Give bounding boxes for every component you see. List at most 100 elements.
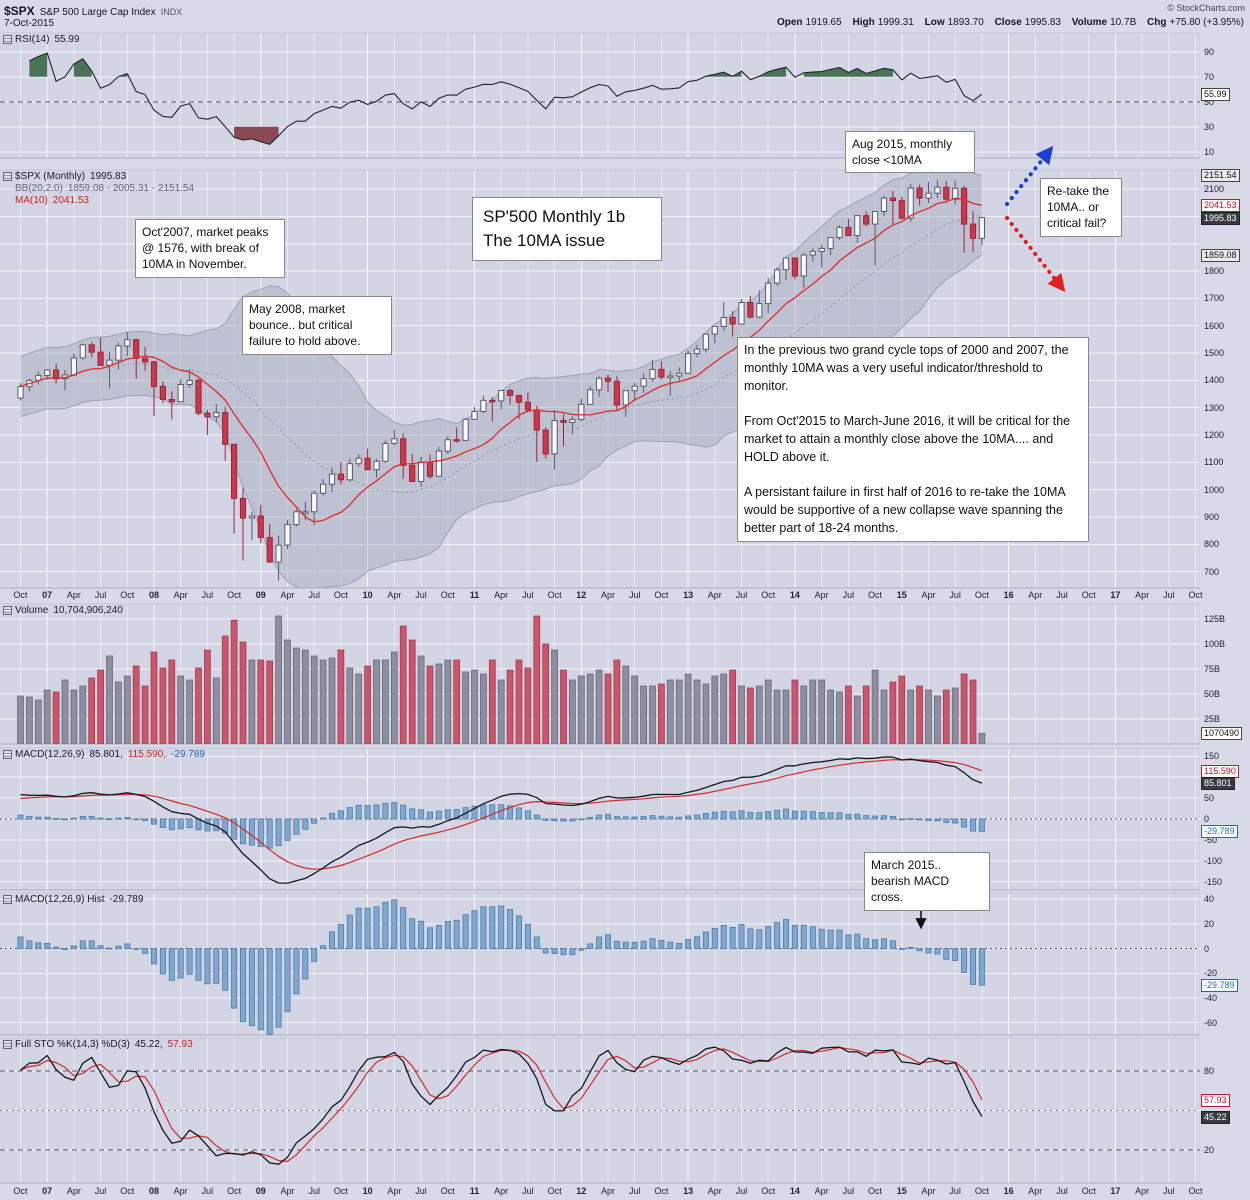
x-axis-label: 14 — [789, 1186, 800, 1196]
x-axis-label: 16 — [1003, 1186, 1014, 1196]
macd-line-value: 85.801, — [89, 749, 123, 760]
annotation-commentary: In the previous two grand cycle tops of … — [737, 337, 1089, 543]
axis-tick: 1000 — [1204, 484, 1225, 495]
x-axis-label: Oct — [1188, 1186, 1203, 1196]
x-axis-label: Jul — [949, 590, 961, 600]
x-axis-label: Apr — [280, 1186, 295, 1196]
axis-tick: 50 — [1204, 793, 1215, 804]
axis-tick: 25B — [1204, 714, 1221, 724]
stochastic-d-value: 57.93 — [167, 1039, 193, 1050]
axis-tick: 150 — [1204, 751, 1220, 762]
price-panel-icon — [3, 172, 12, 181]
x-axis-label: Oct — [868, 590, 883, 600]
axis-tick: 1800 — [1204, 266, 1225, 277]
x-axis-label: Jul — [1056, 1186, 1068, 1196]
symbol-ticker: $SPX — [4, 4, 35, 18]
axis-tick: 75B — [1204, 664, 1221, 674]
x-axis-label: Apr — [66, 1186, 81, 1196]
close-value: 1995.83 — [1024, 17, 1061, 28]
x-axis-label: Apr — [1135, 1186, 1150, 1196]
chart-date: 7-Oct-2015 — [4, 18, 55, 29]
x-axis-label: 10 — [362, 590, 373, 600]
x-axis-label: Jul — [201, 590, 214, 600]
x-axis-label: Apr — [1028, 1186, 1043, 1196]
x-axis-label: Oct — [13, 590, 28, 600]
x-axis-label: Oct — [761, 1186, 776, 1196]
stochastic-legend: Full STO %K(14,3) %D(3) 45.22, 57.93 — [15, 1039, 193, 1050]
x-axis-label: Apr — [707, 1186, 722, 1196]
ma10-legend-value: 2041.53 — [52, 195, 89, 206]
close-label: Close — [994, 17, 1022, 28]
axis-tick: 20 — [1204, 918, 1215, 929]
x-axis-label: Oct — [868, 1186, 883, 1196]
stockcharts-copyright: © StockCharts.com — [1167, 3, 1245, 13]
x-axis-label: Oct — [13, 1186, 28, 1196]
x-axis-label: 07 — [42, 590, 53, 600]
x-axis-label: 12 — [576, 1186, 587, 1196]
macd-hist-legend: MACD(12,26,9) Hist -29.789 — [15, 894, 143, 905]
x-axis-label: Jul — [522, 590, 534, 600]
annotation-chart-title: SP'500 Monthly 1b The 10MA issue — [472, 197, 662, 261]
x-axis-label: Apr — [1135, 590, 1150, 600]
axis-tick: 1600 — [1204, 320, 1225, 331]
axis-badge: 85.801 — [1201, 777, 1235, 791]
axis-tick: 70 — [1204, 71, 1215, 82]
x-axis-label: Jul — [1163, 590, 1175, 600]
axis-tick: 900 — [1204, 511, 1220, 522]
x-axis-label: Apr — [814, 1186, 829, 1196]
axis-badge: 115.590 — [1201, 764, 1239, 778]
x-axis-label: Apr — [494, 590, 509, 600]
axis-tick: 100B — [1204, 639, 1226, 649]
x-axis-label: 15 — [896, 1186, 907, 1196]
x-axis-label: Apr — [494, 1186, 509, 1196]
annotation-aug2015-close: Aug 2015, monthly close <10MA — [845, 131, 975, 174]
axis-tick: 50 — [1204, 96, 1215, 107]
x-axis-label: Jul — [842, 590, 855, 600]
x-axis-label: Apr — [600, 590, 615, 600]
axis-tick: 125B — [1204, 614, 1226, 624]
change-value: +75.80 (+3.95%) — [1169, 17, 1245, 28]
open-value: 1919.65 — [805, 17, 842, 28]
macd-legend: MACD(12,26,9) 85.801, 115.590, -29.789 — [15, 749, 205, 760]
x-axis-label: Apr — [173, 590, 188, 600]
axis-badge: 55.99 — [1201, 88, 1230, 102]
x-axis-label: Apr — [600, 1186, 615, 1196]
ma10-legend-label: MA(10) — [15, 195, 48, 206]
axis-badge: -29.789 — [1201, 979, 1238, 993]
x-axis-label: Jul — [735, 590, 748, 600]
x-axis-label: 16 — [1003, 590, 1014, 600]
axis-tick: 50B — [1204, 689, 1221, 699]
open-label: Open — [776, 17, 803, 28]
axis-tick: 2100 — [1204, 184, 1225, 195]
volume-panel-icon — [3, 606, 12, 615]
x-axis-label: 11 — [469, 1186, 480, 1196]
low-value: 1893.70 — [947, 17, 984, 28]
axis-tick: 1700 — [1204, 293, 1225, 304]
macd-hist-value: -29.789 — [171, 749, 205, 760]
x-axis-label: Apr — [387, 1186, 402, 1196]
x-axis-label: 17 — [1110, 590, 1121, 600]
x-axis-middle: Oct 07 Apr Jul Oct 08 Apr Jul Oct 09 Apr Jul Oct 10 Ap… — [0, 589, 1250, 603]
axis-badge: 2151.54 — [1201, 169, 1240, 183]
x-axis-label: 09 — [255, 590, 266, 600]
x-axis-label: Jul — [842, 1186, 855, 1196]
x-axis-label: Jul — [415, 590, 427, 600]
volume-legend-value: 10,704,906,240 — [53, 605, 123, 616]
axis-tick: 1200 — [1204, 430, 1225, 440]
axis-badge: 1070490 — [1201, 727, 1243, 741]
bearish-scenario-arrow — [1004, 215, 1066, 293]
x-axis-label: 13 — [683, 590, 694, 600]
x-axis-label: Oct — [120, 1186, 135, 1196]
x-axis-label: Jul — [415, 1186, 427, 1196]
volume-value: 10.7B — [1110, 17, 1137, 28]
axis-tick: -50 — [1204, 834, 1218, 845]
axis-badge: 57.93 — [1201, 1094, 1230, 1108]
x-axis-label: Oct — [547, 1186, 562, 1196]
x-axis-label: Apr — [173, 1186, 188, 1196]
x-axis-label: Jul — [735, 1186, 748, 1196]
volume-legend: Volume 10,704,906,240 — [15, 605, 123, 616]
x-axis-label: Oct — [1081, 1186, 1096, 1196]
x-axis-label: Apr — [1028, 590, 1043, 600]
x-axis-label: Jul — [628, 1186, 641, 1196]
